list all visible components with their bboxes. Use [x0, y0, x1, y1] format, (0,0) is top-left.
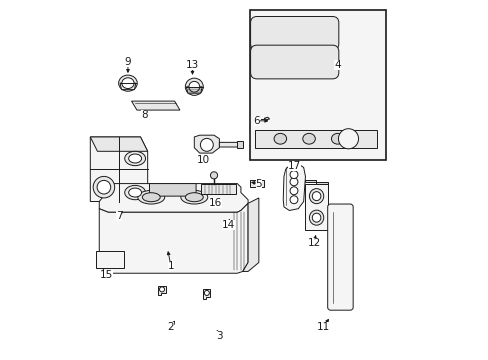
Polygon shape	[203, 289, 210, 299]
Polygon shape	[236, 141, 242, 148]
Ellipse shape	[302, 134, 315, 144]
Polygon shape	[90, 137, 147, 151]
Ellipse shape	[312, 192, 320, 201]
Circle shape	[338, 129, 358, 149]
Ellipse shape	[188, 81, 199, 92]
Ellipse shape	[142, 193, 160, 202]
Text: 3: 3	[216, 331, 222, 341]
FancyBboxPatch shape	[327, 204, 352, 310]
Circle shape	[200, 138, 213, 151]
Text: 11: 11	[316, 322, 329, 332]
Ellipse shape	[128, 188, 142, 197]
Polygon shape	[255, 72, 332, 76]
Ellipse shape	[185, 78, 203, 95]
Ellipse shape	[185, 193, 203, 202]
Polygon shape	[305, 180, 327, 184]
Text: 7: 7	[116, 211, 122, 221]
Ellipse shape	[124, 151, 145, 166]
Polygon shape	[283, 164, 305, 211]
Circle shape	[289, 187, 297, 195]
Text: 5: 5	[255, 179, 262, 189]
Polygon shape	[99, 184, 247, 212]
Ellipse shape	[128, 154, 142, 163]
Bar	[305, 184, 327, 230]
Text: 4: 4	[334, 60, 340, 70]
Polygon shape	[131, 101, 180, 110]
Ellipse shape	[119, 75, 137, 91]
Text: 13: 13	[185, 60, 199, 70]
Ellipse shape	[309, 189, 323, 204]
Text: 8: 8	[141, 111, 147, 121]
Circle shape	[204, 291, 209, 296]
Ellipse shape	[181, 190, 207, 204]
Text: 16: 16	[209, 198, 222, 208]
Text: 17: 17	[287, 161, 301, 171]
Ellipse shape	[309, 210, 323, 225]
Circle shape	[289, 178, 297, 186]
Ellipse shape	[274, 134, 286, 144]
Polygon shape	[186, 87, 202, 93]
Text: 10: 10	[196, 155, 209, 165]
Ellipse shape	[97, 180, 110, 194]
Bar	[249, 10, 386, 160]
Text: 6: 6	[253, 116, 260, 126]
Circle shape	[210, 172, 217, 179]
Text: 9: 9	[124, 57, 131, 67]
Ellipse shape	[312, 213, 320, 222]
Bar	[96, 251, 124, 268]
Bar	[249, 180, 263, 187]
Ellipse shape	[93, 176, 115, 198]
Polygon shape	[120, 83, 136, 90]
Text: 15: 15	[100, 270, 113, 280]
Ellipse shape	[331, 134, 344, 144]
Circle shape	[289, 196, 297, 204]
Polygon shape	[99, 203, 247, 273]
Polygon shape	[158, 286, 165, 296]
Ellipse shape	[138, 190, 164, 204]
Text: 1: 1	[167, 261, 174, 271]
Ellipse shape	[122, 78, 134, 89]
Polygon shape	[242, 198, 258, 271]
Polygon shape	[90, 137, 147, 202]
FancyBboxPatch shape	[250, 17, 338, 50]
Text: 12: 12	[307, 238, 321, 248]
Circle shape	[289, 171, 297, 179]
Bar	[201, 184, 235, 194]
Polygon shape	[255, 44, 332, 47]
Text: 2: 2	[167, 322, 174, 332]
Ellipse shape	[124, 185, 145, 200]
Circle shape	[159, 287, 164, 292]
Polygon shape	[255, 130, 376, 148]
Polygon shape	[194, 135, 219, 153]
Polygon shape	[219, 142, 241, 147]
Polygon shape	[264, 117, 269, 120]
Text: 14: 14	[221, 220, 235, 230]
FancyBboxPatch shape	[250, 45, 338, 79]
Polygon shape	[149, 184, 196, 196]
